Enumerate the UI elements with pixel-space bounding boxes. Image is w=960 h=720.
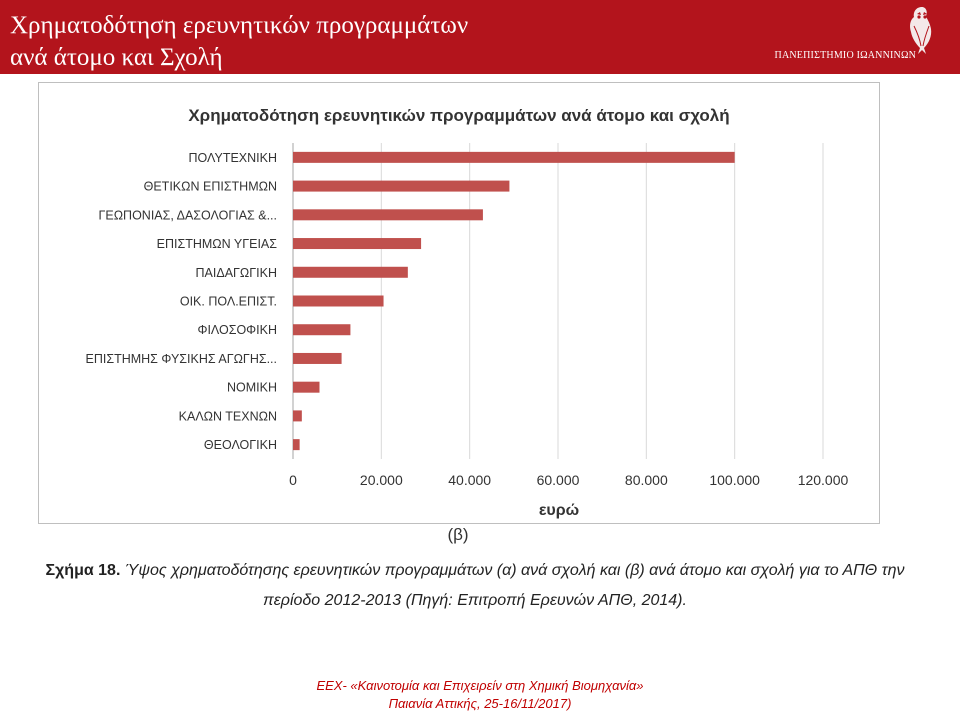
- gridlines: [292, 143, 824, 459]
- caption-label: Σχήμα 18.: [45, 562, 121, 579]
- bar: [293, 180, 510, 192]
- panel-label: (β): [447, 525, 469, 544]
- slide-header: Χρηματοδότηση ερευνητικών προγραμμάτων α…: [0, 0, 960, 74]
- bar: [293, 410, 302, 422]
- x-tick-label: 60.000: [537, 472, 580, 488]
- category-label: ΝΟΜΙΚΗ: [227, 381, 277, 395]
- category-labels: ΠΟΛΥΤΕΧΝΙΚΗ ΘΕΤΙΚΩΝ ΕΠΙΣΤΗΜΩΝ ΓΕΩΠΟΝΙΑΣ, Δ…: [86, 151, 278, 452]
- x-tick-label: 0: [289, 472, 297, 488]
- bar: [293, 151, 735, 163]
- category-label: ΓΕΩΠΟΝΙΑΣ, ΔΑΣΟΛΟΓΙΑΣ &...: [98, 208, 277, 222]
- bar: [293, 209, 483, 221]
- slide-footer: ΕΕΧ- «Καινοτομία και Επιχειρείν στη Χημι…: [0, 677, 960, 713]
- bar: [293, 352, 342, 364]
- chart-title: Χρηματοδότηση ερευνητικών προγραμμάτων α…: [188, 106, 729, 125]
- slide-title: Χρηματοδότηση ερευνητικών προγραμμάτων α…: [10, 10, 468, 74]
- bars: [293, 151, 735, 451]
- x-tick-label: 100.000: [709, 472, 760, 488]
- footer-line2: Παιανία Αττικής, 25-16/11/2017): [388, 696, 572, 711]
- category-label: ΕΠΙΣΤΗΜΩΝ ΥΓΕΙΑΣ: [157, 237, 278, 251]
- figure-caption: Σχήμα 18. Ύψος χρηματοδότησης ερευνητικώ…: [30, 556, 920, 616]
- slide-title-line2: ανά άτομο και Σχολή: [10, 44, 223, 71]
- category-label: ΠΟΛΥΤΕΧΝΙΚΗ: [189, 151, 277, 165]
- x-tick-label: 40.000: [448, 472, 491, 488]
- category-label: ΦΙΛΟΣΟΦΙΚΗ: [197, 323, 277, 337]
- bar: [293, 266, 408, 278]
- bar-chart: Χρηματοδότηση ερευνητικών προγραμμάτων α…: [86, 106, 849, 519]
- bar: [293, 381, 320, 393]
- bar: [293, 295, 384, 307]
- caption-text: Ύψος χρηματοδότησης ερευνητικών προγραμμ…: [120, 562, 905, 609]
- category-label: ΠΑΙΔΑΓΩΓΙΚΗ: [196, 266, 277, 280]
- category-label: ΕΠΙΣΤΗΜΗΣ ΦΥΣΙΚΗΣ ΑΓΩΓΗΣ...: [86, 352, 277, 366]
- bar: [293, 439, 300, 451]
- category-label: ΘΕΟΛΟΓΙΚΗ: [204, 438, 277, 452]
- slide-title-line1: Χρηματοδότηση ερευνητικών προγραμμάτων: [10, 12, 469, 39]
- bar: [293, 324, 351, 336]
- university-name: ΠΑΝΕΠΙΣΤΗΜΙΟ ΙΩΑΝΝΙΝΩΝ: [774, 50, 916, 61]
- owl-emblem-icon: [910, 7, 932, 54]
- x-tick-label: 120.000: [798, 472, 849, 488]
- x-tick-label: 20.000: [360, 472, 403, 488]
- category-label: ΚΑΛΩΝ ΤΕΧΝΩΝ: [179, 409, 277, 423]
- bar: [293, 238, 422, 250]
- category-label: ΟΙΚ. ΠΟΛ.ΕΠΙΣΤ.: [180, 295, 277, 309]
- chart-frame: Χρηματοδότηση ερευνητικών προγραμμάτων α…: [38, 82, 880, 524]
- x-axis-label: ευρώ: [539, 502, 579, 519]
- footer-line1: ΕΕΧ- «Καινοτομία και Επιχειρείν στη Χημι…: [316, 678, 644, 693]
- x-tick-label: 80.000: [625, 472, 668, 488]
- category-label: ΘΕΤΙΚΩΝ ΕΠΙΣΤΗΜΩΝ: [144, 180, 277, 194]
- x-tick-labels: 0 20.000 40.000 60.000 80.000 100.000 120.000: [289, 472, 848, 488]
